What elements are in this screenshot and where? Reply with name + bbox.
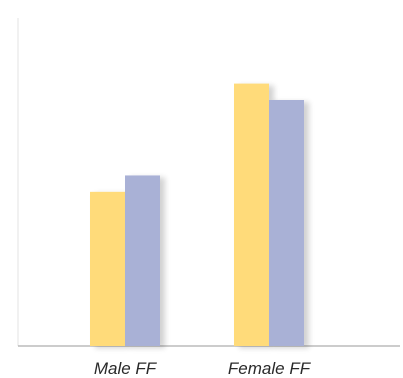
category-label: Male FF <box>94 359 158 378</box>
bar-female-ff-series-1 <box>234 83 269 346</box>
bar-female-ff-series-2 <box>269 100 304 346</box>
category-label: Female FF <box>228 359 312 378</box>
bar-male-ff-series-1 <box>90 191 125 346</box>
category-labels-group: Male FF Female FF <box>94 359 312 378</box>
bar-male-ff-series-2 <box>125 175 160 346</box>
bars-group <box>90 83 304 346</box>
